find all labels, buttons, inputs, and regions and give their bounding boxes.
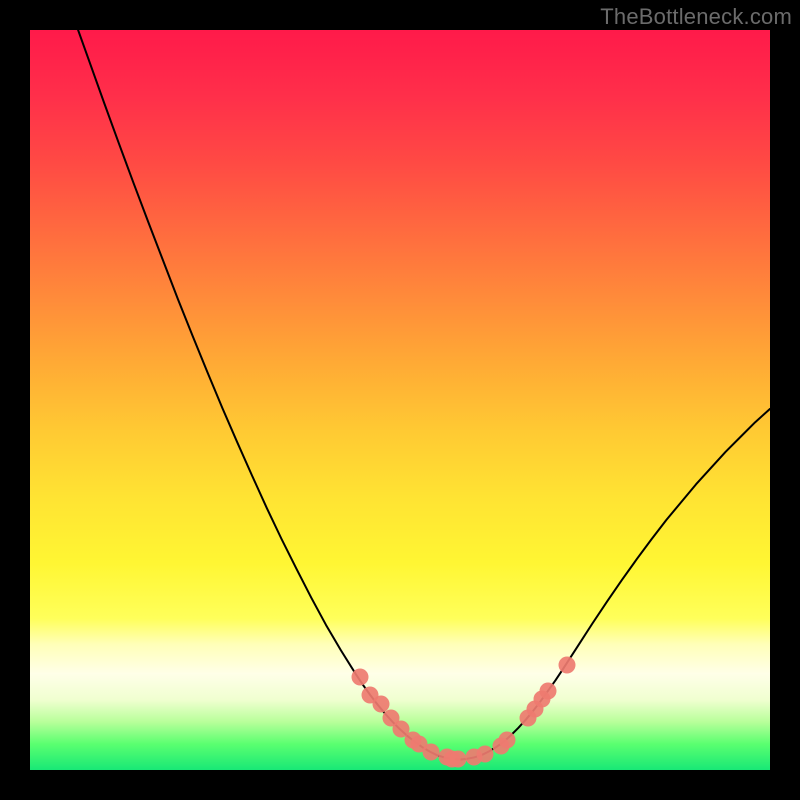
curve-layer [30, 30, 770, 770]
watermark-text: TheBottleneck.com [600, 4, 792, 30]
data-marker [558, 656, 575, 673]
data-marker [423, 744, 440, 761]
data-marker [477, 745, 494, 762]
data-marker [499, 732, 516, 749]
data-marker [449, 750, 466, 767]
plot-area [30, 30, 770, 770]
data-marker [352, 668, 369, 685]
data-marker [540, 682, 557, 699]
v-curve [78, 30, 770, 760]
